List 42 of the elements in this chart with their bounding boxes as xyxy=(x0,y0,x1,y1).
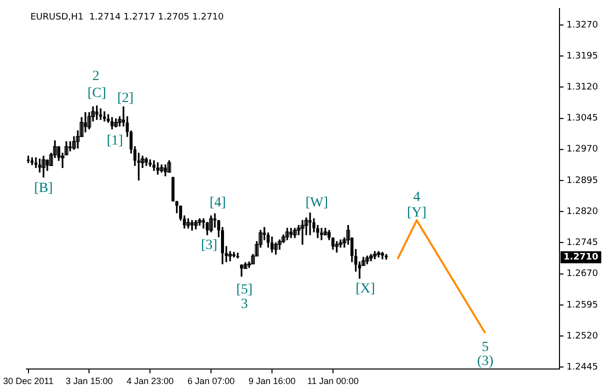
text: 1.2710 xyxy=(564,252,598,263)
y-tick-label: 1.2670 xyxy=(566,269,598,280)
text: EURUSD,H1 1.2714 1.2717 1.2705 1.2710 xyxy=(30,12,224,23)
annotation: [B] xyxy=(34,181,53,196)
annotation: [4] xyxy=(210,196,226,211)
y-tick-label: 1.2445 xyxy=(566,362,598,372)
annotation: [3] xyxy=(201,238,218,254)
y-tick-label: 1.2745 xyxy=(566,238,598,248)
y-tick-label: 1.2595 xyxy=(566,300,598,310)
x-tick-label: 11 Jan 00:00 xyxy=(307,376,359,386)
x-tick-label: 4 Jan 23:00 xyxy=(126,376,174,386)
y-tick-label: 1.3270 xyxy=(566,20,598,30)
candlestick xyxy=(369,254,373,262)
x-tick-label: 6 Jan 07:00 xyxy=(188,376,235,386)
candlestick xyxy=(320,228,323,240)
annotation: 2 xyxy=(92,68,100,84)
annotation: [W] xyxy=(305,196,328,211)
y-tick-label: 1.2970 xyxy=(566,144,598,155)
candlestick xyxy=(308,212,312,236)
y-tick-label: 1.3195 xyxy=(566,51,598,62)
y-tick-label: 1.3120 xyxy=(566,82,598,93)
annotation: [2] xyxy=(117,90,134,106)
annotation: [5] xyxy=(236,282,253,298)
candlestick xyxy=(102,111,106,122)
annotation: (3) xyxy=(477,354,494,369)
annotation: [1] xyxy=(106,133,124,148)
candlestick xyxy=(209,215,213,232)
y-tick-label: 1.2520 xyxy=(566,331,598,342)
y-tick-label: 1.2820 xyxy=(566,206,598,217)
annotation: 3 xyxy=(240,296,248,312)
y-tick-label: 1.3045 xyxy=(566,114,598,124)
candlestick xyxy=(42,156,46,178)
annotation: [X] xyxy=(356,281,376,296)
annotation: 4 xyxy=(413,190,420,205)
x-tick-label: 9 Jan 16:00 xyxy=(248,376,296,386)
annotation: [C] xyxy=(87,86,106,102)
x-tick-label: 3 Jan 15:00 xyxy=(66,376,113,386)
annotation: 5 xyxy=(482,340,489,356)
y-tick-label: 1.2895 xyxy=(566,176,598,186)
x-tick-label: 30 Dec 2011 xyxy=(3,376,54,386)
candlestick xyxy=(300,220,304,245)
annotation: [Y] xyxy=(406,205,426,220)
